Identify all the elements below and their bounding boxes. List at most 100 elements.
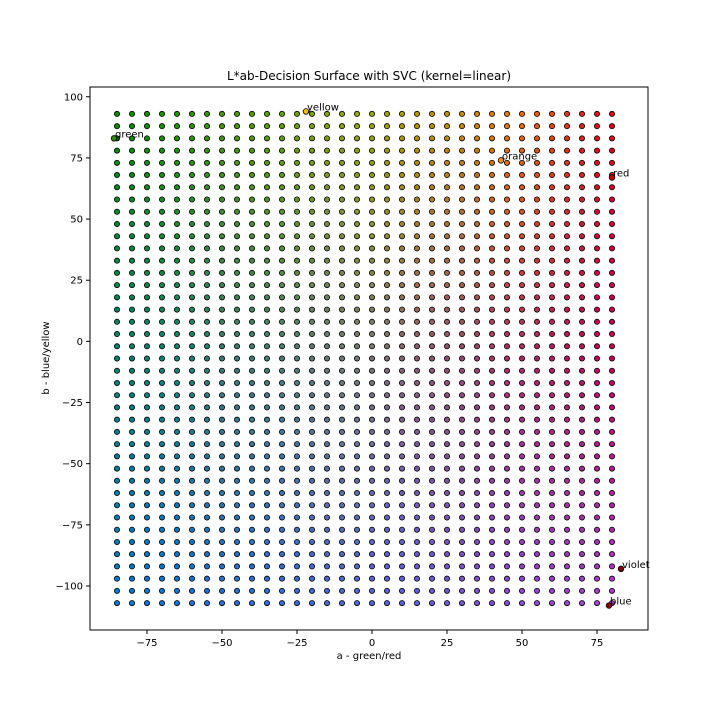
grid-point: [114, 269, 121, 276]
grid-point: [519, 184, 526, 191]
grid-point: [473, 294, 480, 301]
grid-point: [428, 465, 435, 472]
grid-point: [413, 220, 420, 227]
grid-point: [428, 502, 435, 509]
grid-point: [263, 453, 270, 460]
grid-point: [579, 159, 586, 166]
grid-point: [368, 490, 375, 497]
y-tick-label: 25: [70, 276, 83, 287]
grid-point: [594, 502, 601, 509]
grid-point: [443, 331, 450, 338]
y-tick-label: 0: [77, 337, 83, 348]
grid-point: [188, 502, 195, 509]
grid-point: [293, 563, 300, 570]
grid-point: [519, 159, 526, 166]
grid-point: [428, 172, 435, 179]
grid-point: [248, 367, 255, 374]
grid-point: [488, 318, 495, 325]
grid-point: [458, 538, 465, 545]
grid-point: [203, 257, 210, 264]
grid-point: [443, 453, 450, 460]
grid-point: [203, 135, 210, 142]
grid-point: [203, 269, 210, 276]
grid-point: [594, 269, 601, 276]
grid-point: [323, 502, 330, 509]
grid-point: [458, 404, 465, 411]
grid-point: [488, 428, 495, 435]
grid-point: [519, 490, 526, 497]
grid-point: [473, 392, 480, 399]
grid-point: [233, 306, 240, 313]
grid-point: [158, 428, 165, 435]
grid-point: [128, 245, 135, 252]
x-tick-label: 25: [441, 638, 454, 649]
grid-point: [353, 355, 360, 362]
grid-point: [503, 135, 510, 142]
grid-point: [158, 526, 165, 533]
grid-point: [203, 551, 210, 558]
grid-point: [114, 428, 121, 435]
grid-point: [248, 453, 255, 460]
grid-point: [158, 220, 165, 227]
grid-point: [173, 514, 180, 521]
grid-point: [458, 502, 465, 509]
grid-point: [248, 208, 255, 215]
grid-point: [594, 477, 601, 484]
grid-point: [353, 428, 360, 435]
grid-point: [158, 416, 165, 423]
grid-point: [503, 563, 510, 570]
grid-point: [413, 477, 420, 484]
grid-point: [278, 343, 285, 350]
grid-point: [428, 282, 435, 289]
grid-point: [383, 331, 390, 338]
y-tick-label: −75: [62, 520, 83, 531]
grid-point: [398, 379, 405, 386]
grid-point: [458, 245, 465, 252]
grid-point: [398, 269, 405, 276]
x-tick-label: −25: [286, 638, 307, 649]
grid-point: [579, 428, 586, 435]
grid-point: [534, 220, 541, 227]
grid-point: [114, 453, 121, 460]
grid-point: [278, 575, 285, 582]
grid-point: [353, 123, 360, 130]
grid-point: [263, 526, 270, 533]
grid-point: [503, 477, 510, 484]
grid-point: [564, 416, 571, 423]
grid-point: [488, 233, 495, 240]
grid-point: [323, 392, 330, 399]
grid-point: [323, 551, 330, 558]
grid-point: [338, 428, 345, 435]
grid-point: [233, 208, 240, 215]
grid-point: [368, 416, 375, 423]
grid-point: [158, 294, 165, 301]
grid-point: [218, 551, 225, 558]
grid-point: [534, 110, 541, 117]
grid-point: [353, 575, 360, 582]
grid-point: [398, 392, 405, 399]
grid-point: [173, 245, 180, 252]
grid-point: [609, 428, 616, 435]
grid-point: [428, 269, 435, 276]
grid-point: [308, 428, 315, 435]
grid-point: [488, 343, 495, 350]
grid-point: [308, 453, 315, 460]
grid-point: [534, 490, 541, 497]
grid-point: [488, 379, 495, 386]
grid-point: [203, 355, 210, 362]
grid-point: [594, 110, 601, 117]
grid-point: [383, 477, 390, 484]
grid-point: [158, 184, 165, 191]
grid-point: [519, 575, 526, 582]
grid-point: [488, 502, 495, 509]
grid-point: [188, 184, 195, 191]
grid-point: [519, 135, 526, 142]
grid-point: [263, 367, 270, 374]
grid-point: [293, 514, 300, 521]
grid-point: [248, 526, 255, 533]
grid-point: [114, 575, 121, 582]
grid-point: [218, 563, 225, 570]
grid-point: [519, 453, 526, 460]
grid-point: [564, 600, 571, 607]
grid-point: [338, 600, 345, 607]
